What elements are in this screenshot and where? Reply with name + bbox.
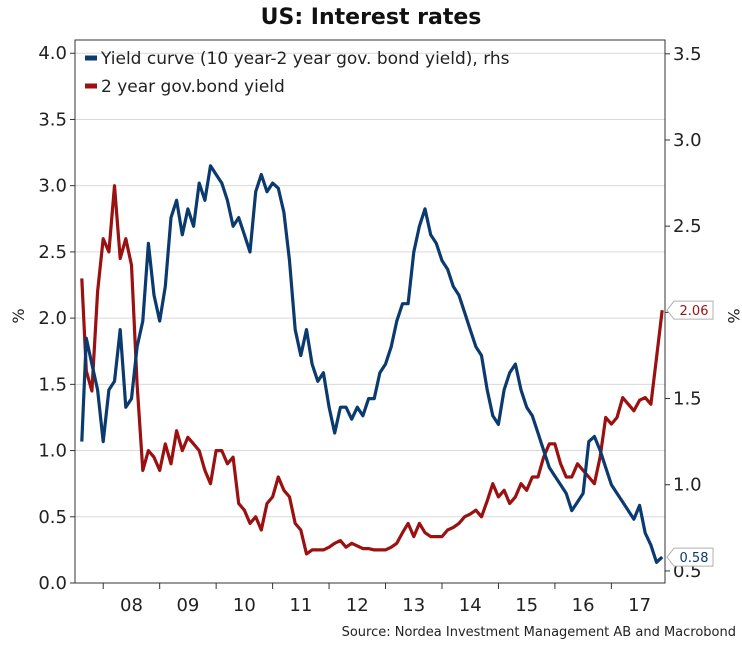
left-tick-label: 2.5 [38, 242, 67, 263]
x-tick-label: 14 [459, 595, 482, 616]
right-tick-label: 1.5 [673, 389, 702, 410]
right-tick-label: 1.0 [673, 475, 702, 496]
x-tick-label: 15 [515, 595, 538, 616]
left-axis-ticks: 0.0 0.5 1.0 1.5 2.0 2.5 3.0 3.5 4.0 [38, 43, 75, 594]
left-tick-label: 0.0 [38, 573, 67, 594]
x-tick-label: 16 [572, 595, 595, 616]
end-tag-yield-curve: 0.58 [666, 547, 714, 567]
legend: Yield curve (10 year-2 year gov. bond yi… [85, 49, 510, 97]
right-axis-label: % [724, 308, 742, 323]
x-tick-label: 11 [289, 595, 312, 616]
legend-label-two-year: 2 year gov.bond yield [101, 77, 285, 97]
left-tick-label: 1.0 [38, 441, 67, 462]
end-value-tags: 2.06 0.58 [666, 300, 714, 567]
right-tick-label: 3.5 [673, 44, 702, 65]
left-tick-label: 1.5 [38, 374, 67, 395]
left-tick-label: 4.0 [38, 43, 67, 64]
x-axis-ticks: 08 09 10 11 12 13 14 15 16 17 [102, 583, 651, 616]
x-tick-label: 12 [346, 595, 369, 616]
end-tag-two-year-value: 2.06 [680, 304, 709, 319]
x-tick-label: 17 [628, 595, 651, 616]
series-line-two-year [80, 184, 664, 556]
left-axis-label: % [9, 308, 28, 323]
left-tick-label: 2.0 [38, 308, 67, 329]
left-tick-label: 0.5 [38, 507, 67, 528]
plot-frame [74, 39, 666, 584]
right-tick-label: 2.5 [673, 216, 702, 237]
end-tag-yield-curve-value: 0.58 [680, 551, 709, 566]
right-tick-label: 3.0 [673, 130, 702, 151]
series-lines [80, 164, 664, 564]
legend-label-yield-curve: Yield curve (10 year-2 year gov. bond yi… [100, 49, 510, 69]
end-tag-two-year: 2.06 [666, 300, 714, 320]
x-tick-label: 10 [233, 595, 256, 616]
left-tick-label: 3.0 [38, 176, 67, 197]
source-note: Source: Nordea Investment Management AB … [342, 625, 736, 640]
x-tick-label: 08 [120, 595, 143, 616]
x-tick-label: 09 [176, 595, 199, 616]
x-tick-label: 13 [402, 595, 425, 616]
left-tick-label: 3.5 [38, 109, 67, 130]
chart-title: US: Interest rates [261, 5, 482, 30]
series-line-yield-curve [80, 164, 664, 564]
